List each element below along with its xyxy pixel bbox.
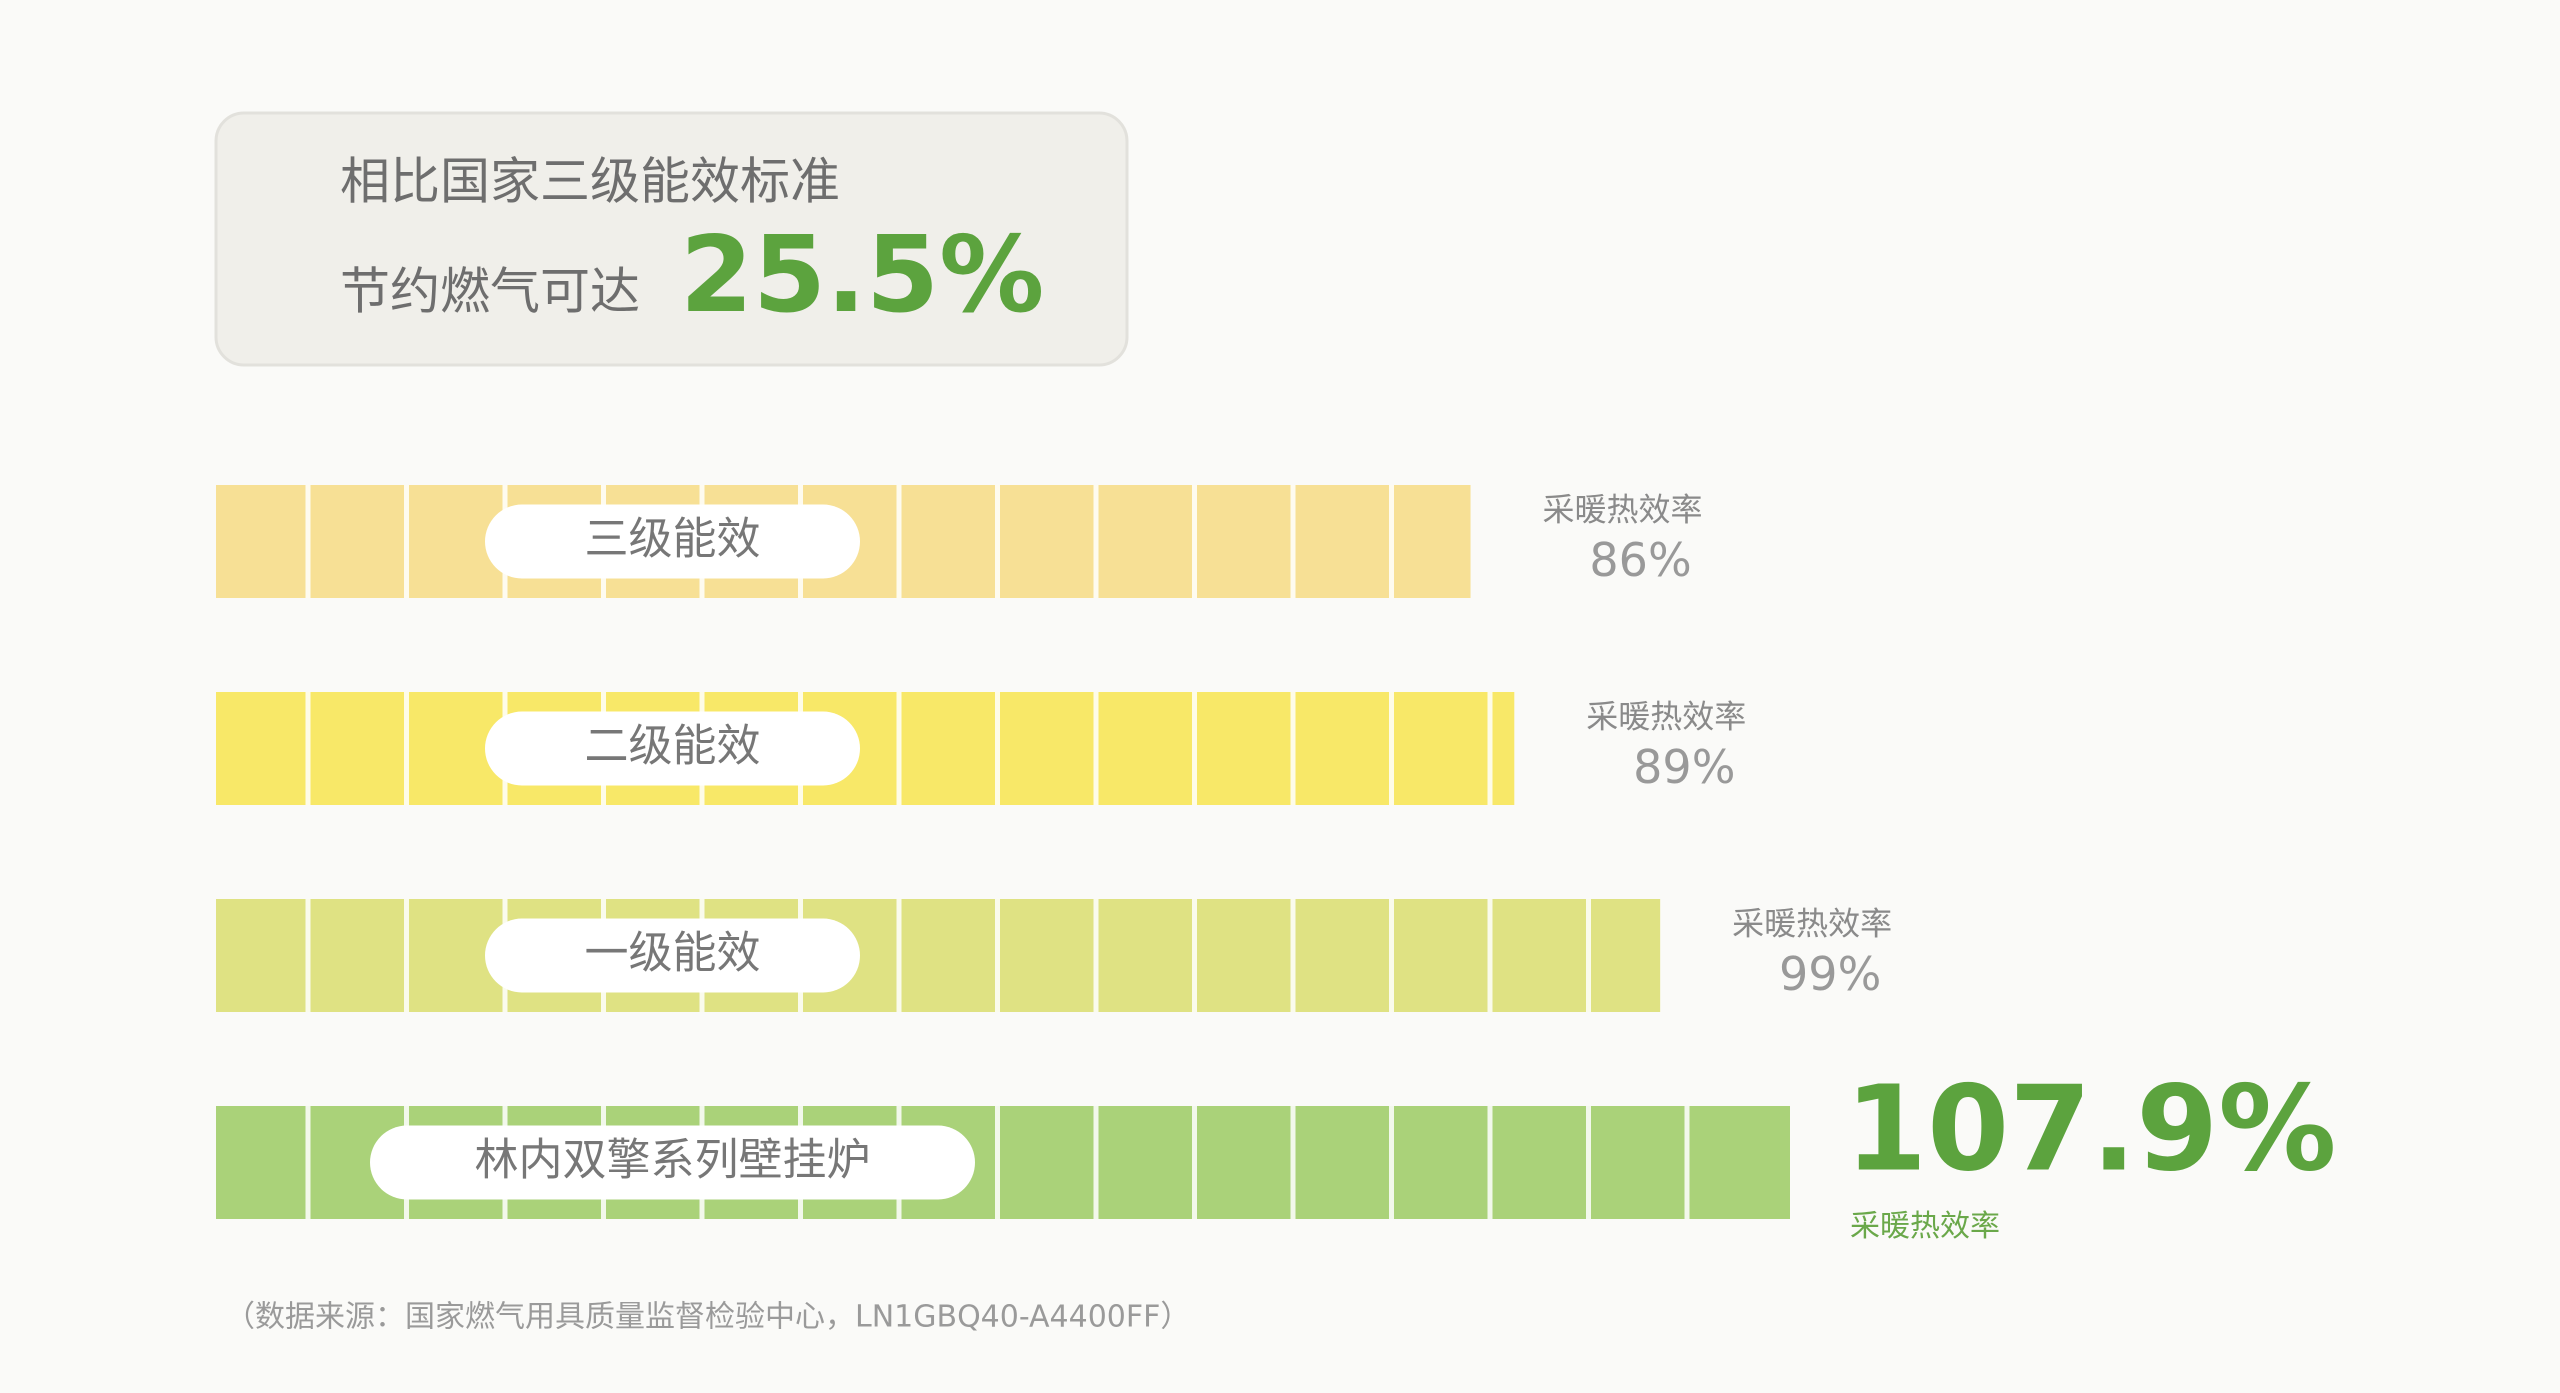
summary-box (214, 111, 1129, 367)
value-caption: 采暖热效率 (1586, 698, 1746, 736)
bar (216, 899, 1661, 1012)
label-pill (485, 918, 860, 993)
summary-line2: 节约燃气可达 (340, 263, 640, 321)
bar (216, 692, 1515, 805)
summary-line1: 相比国家三级能效标准 (340, 153, 840, 211)
value-caption: 采暖热效率 (1732, 905, 1892, 943)
summary-highlight: 25.5% (680, 214, 1044, 336)
value-caption: 采暖热效率 (1543, 491, 1703, 529)
category-label: 三级能效 (585, 514, 761, 565)
label-pill (485, 504, 860, 579)
label-pill (485, 711, 860, 786)
value-label: 86% (1589, 533, 1691, 587)
category-label: 林内双擎系列壁挂炉 (475, 1135, 871, 1186)
category-label: 二级能效 (585, 721, 761, 772)
value-label: 89% (1633, 740, 1735, 794)
label-pill (370, 1125, 975, 1200)
category-label: 一级能效 (585, 928, 761, 979)
value-label: 107.9% (1845, 1060, 2336, 1198)
value-label: 99% (1779, 947, 1881, 1001)
source-note: （数据来源：国家燃气用具质量监督检验中心，LN1GBQ40-A4400FF） (225, 1300, 1190, 1335)
value-caption: 采暖热效率 (1850, 1209, 2000, 1244)
